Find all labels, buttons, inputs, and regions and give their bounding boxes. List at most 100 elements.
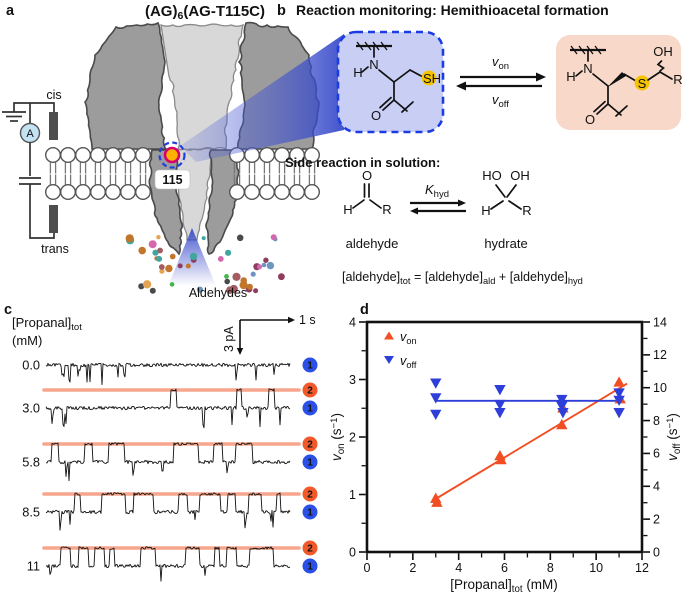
state1-badge-label: 1 <box>307 562 313 573</box>
lipid-head <box>60 183 77 200</box>
panel-a-label: a <box>6 3 15 19</box>
atom-h: H <box>481 203 490 218</box>
data-point-v_off <box>613 408 625 419</box>
x-tick-label: 4 <box>455 561 462 575</box>
x-tick-label: 10 <box>589 561 603 575</box>
state2-badge <box>302 436 318 452</box>
current-trace <box>45 362 291 386</box>
state1-badge <box>302 357 318 373</box>
panel-c-label: c <box>4 302 12 318</box>
fit-line-v_on <box>432 382 628 502</box>
arrow-down-icon <box>236 348 244 355</box>
x-tick-label: 8 <box>547 561 554 575</box>
reaction-site: 115 <box>154 141 191 190</box>
concentration-label: 3.0 <box>22 401 40 416</box>
y-left-tick-label: 2 <box>349 430 356 444</box>
trace-row: 8.5 2 1 <box>22 486 318 531</box>
propanal-header-unit: (mM) <box>12 333 42 348</box>
scale-bar: 1 s 3 pA <box>222 313 316 355</box>
y-right-tick-label: 4 <box>653 480 660 494</box>
aldehyde-dot <box>224 274 229 279</box>
trans-label: trans <box>41 242 69 256</box>
aldehyde-structure: O H R <box>343 168 391 217</box>
atom-r: R <box>382 202 391 217</box>
aldehyde-dot <box>278 273 285 281</box>
atom-n: N <box>369 57 378 72</box>
y-left-tick-label: 0 <box>349 545 356 559</box>
time-scale-label: 1 s <box>299 313 316 327</box>
aldehyde-dot <box>250 271 256 277</box>
data-point-v_off <box>430 393 442 404</box>
lipid-head <box>243 183 260 200</box>
panel-b-title: Reaction monitoring: Hemithioacetal form… <box>296 2 609 18</box>
plot-frame <box>365 320 644 554</box>
aldehyde-dot <box>138 283 145 290</box>
aldehydes-label: Aldehydes <box>189 286 247 300</box>
atom-oh: OH <box>510 168 530 183</box>
current-trace <box>45 492 291 531</box>
state2-badge <box>302 540 318 556</box>
sulfur-highlight-icon <box>421 70 437 86</box>
lipid-head <box>45 146 62 163</box>
trans-electrode <box>49 205 58 233</box>
k-hyd-label: Khyd <box>425 182 449 200</box>
aldehyde-dot <box>261 262 267 268</box>
pore-title: (AG)6(AG-T115C) <box>145 3 265 22</box>
lipid-head <box>119 183 136 200</box>
aldehyde-dot <box>201 236 206 241</box>
y-right-tick-label: 14 <box>653 315 667 329</box>
state1-badge <box>302 504 318 520</box>
state1-badge <box>302 454 318 470</box>
aldehyde-dot <box>263 257 269 263</box>
v-on-label: von <box>492 54 509 72</box>
state1-badge <box>302 400 318 416</box>
trace-row: 3.0 2 1 <box>22 382 318 429</box>
cis-electrode <box>49 112 58 140</box>
aldehyde-dot <box>158 264 165 270</box>
atom-o: O <box>362 168 372 183</box>
aldehyde-dot <box>253 288 259 294</box>
aldehyde-dot <box>156 235 161 240</box>
x-axis-title: [Propanal]tot (mM) <box>450 577 558 594</box>
current-trace <box>45 546 291 582</box>
aldehyde-dot <box>169 253 176 260</box>
hemithioacetal-structure: N H S OH R O <box>566 44 682 127</box>
lipid-head <box>74 146 91 163</box>
atom-s: S <box>638 76 647 91</box>
aldehyde-dot <box>177 263 183 269</box>
hydrate-label: hydrate <box>484 236 527 251</box>
aldehyde-dot <box>240 277 247 284</box>
lipid-head <box>45 183 62 200</box>
arrow-left-icon <box>410 207 418 215</box>
aldehyde-dot <box>157 247 164 254</box>
aldehyde-dot <box>226 286 234 295</box>
trace-row: 11 2 1 <box>27 540 318 582</box>
hydration-arrows: Khyd <box>410 182 466 215</box>
aldehyde-dot <box>165 264 173 273</box>
lipid-head <box>119 146 136 163</box>
state1-badge-label: 1 <box>307 404 313 415</box>
atom-ho: HO <box>482 168 502 183</box>
atom-r: R <box>522 203 531 218</box>
side-reaction-heading: Side reaction in solution: <box>285 155 440 170</box>
data-point-v_off <box>494 408 506 419</box>
atom-sh: SH <box>423 71 441 86</box>
panel-c: c [Propanal]tot (mM) 1 s 3 pA 0.0 13.0215… <box>4 302 318 582</box>
hydrate-structure: HO OH H R <box>481 168 531 218</box>
y-right-tick-label: 8 <box>653 414 660 428</box>
aldehyde-dot <box>142 280 152 289</box>
legend-von-label: von <box>400 329 417 346</box>
x-tick-label: 6 <box>501 561 508 575</box>
state2-badge-label: 2 <box>307 440 313 451</box>
wavy-bond <box>656 60 665 72</box>
legend-triangle-up-icon <box>384 331 394 340</box>
panel-d: d 0 2 4 6 8 10 120123402468101214[Propanal]tot… <box>329 302 683 594</box>
recording-circuit: A cis trans <box>2 88 69 256</box>
trace-row: 5.8 2 1 <box>22 436 318 482</box>
legend: von voff <box>384 329 417 370</box>
atom-o: O <box>585 112 595 127</box>
pore-left-subunit <box>84 21 168 150</box>
site-dashed-ring <box>158 141 186 169</box>
